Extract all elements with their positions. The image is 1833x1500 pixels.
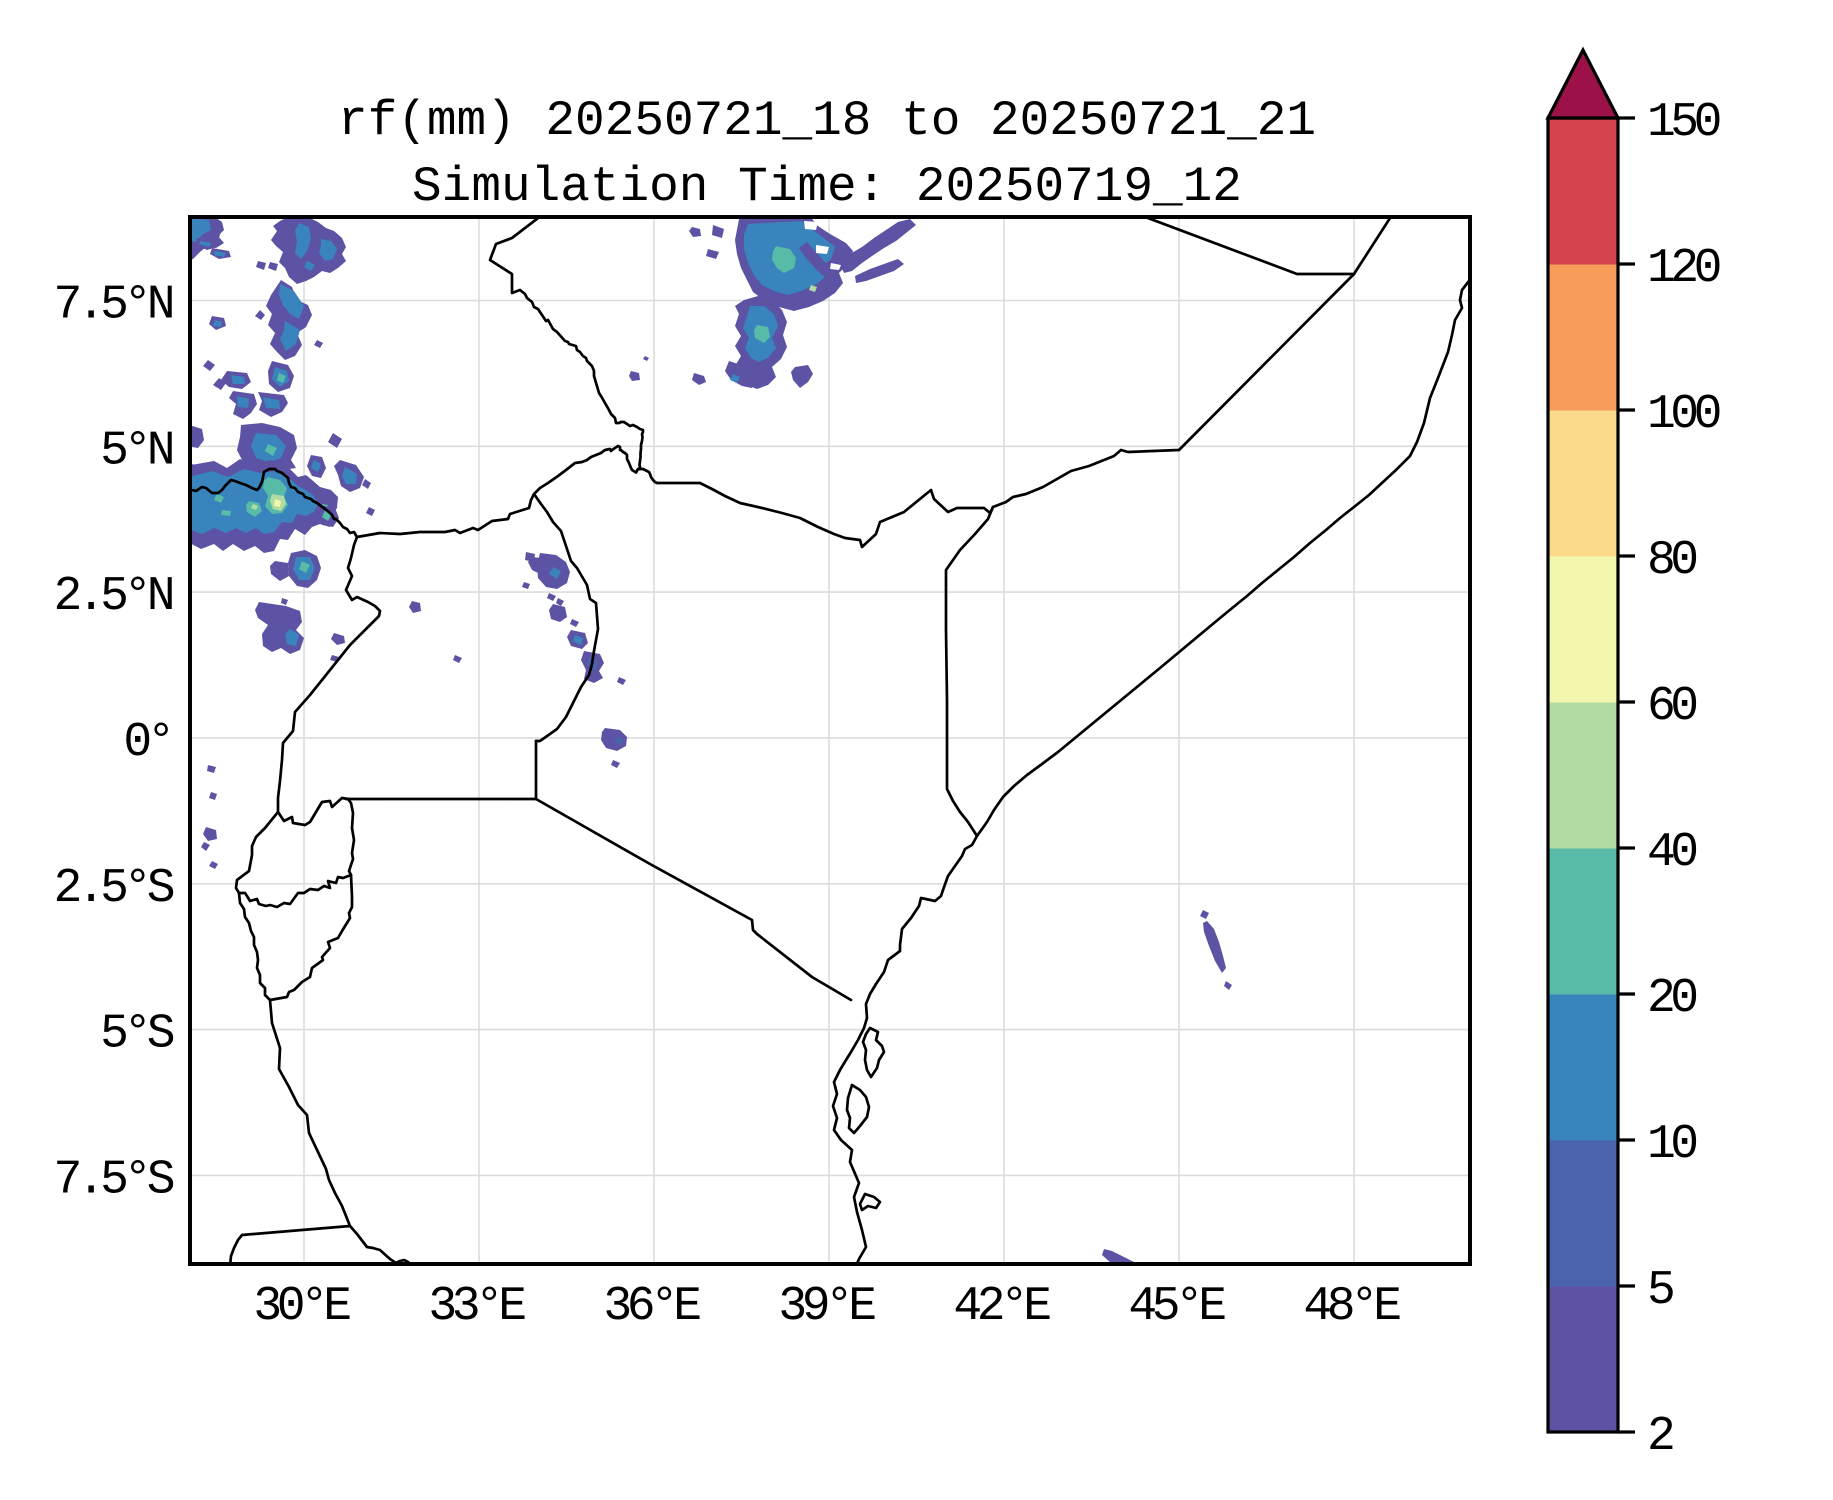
svg-text:2.5°S: 2.5°S — [53, 862, 173, 916]
svg-text:7.5°S: 7.5°S — [53, 1153, 173, 1207]
svg-text:60: 60 — [1647, 680, 1696, 734]
svg-text:Simulation Time: 20250719_12: Simulation Time: 20250719_12 — [412, 159, 1242, 215]
svg-text:40: 40 — [1647, 826, 1696, 880]
svg-text:30°E: 30°E — [253, 1280, 350, 1334]
svg-text:150: 150 — [1647, 96, 1720, 150]
svg-text:42°E: 42°E — [953, 1280, 1050, 1334]
svg-text:20: 20 — [1647, 972, 1696, 1026]
svg-text:48°E: 48°E — [1303, 1280, 1400, 1334]
svg-text:2: 2 — [1647, 1410, 1673, 1464]
svg-text:rf(mm) 20250721_18 to 20250721: rf(mm) 20250721_18 to 20250721_21 — [338, 93, 1316, 149]
svg-text:5: 5 — [1647, 1264, 1673, 1318]
svg-text:2.5°N: 2.5°N — [53, 570, 171, 624]
svg-text:39°E: 39°E — [778, 1280, 875, 1334]
svg-text:10: 10 — [1647, 1118, 1696, 1172]
svg-text:36°E: 36°E — [603, 1280, 700, 1334]
svg-text:100: 100 — [1647, 388, 1720, 442]
svg-text:0°: 0° — [123, 716, 170, 770]
svg-text:7.5°N: 7.5°N — [53, 279, 171, 333]
svg-text:33°E: 33°E — [428, 1280, 525, 1334]
svg-text:80: 80 — [1647, 534, 1696, 588]
svg-text:45°E: 45°E — [1128, 1280, 1225, 1334]
svg-text:5°S: 5°S — [100, 1008, 174, 1062]
svg-text:5°N: 5°N — [100, 424, 172, 478]
svg-text:120: 120 — [1647, 242, 1720, 296]
